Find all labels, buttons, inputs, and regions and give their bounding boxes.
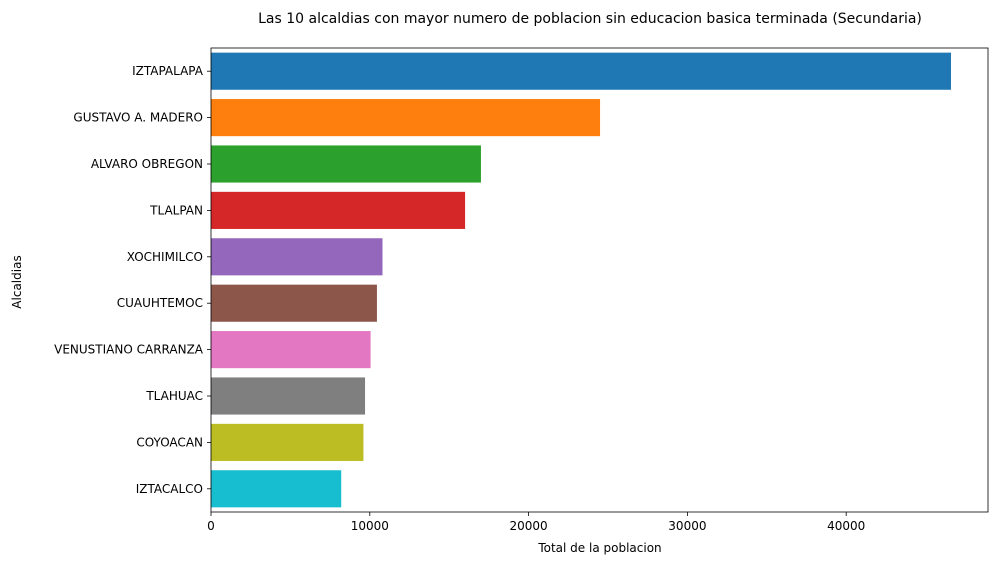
x-tick-label: 0 xyxy=(207,519,215,533)
bar-tlahuac xyxy=(211,377,366,415)
y-tick-label: TLALPAN xyxy=(149,203,203,217)
bar-gustavo-a-madero xyxy=(211,99,601,137)
y-tick-label: VENUSTIANO CARRANZA xyxy=(54,343,204,357)
y-tick-label: GUSTAVO A. MADERO xyxy=(73,111,203,125)
y-tick-label: COYOACAN xyxy=(136,435,203,449)
bar-xochimilco xyxy=(211,238,383,276)
bar-venustiano-carranza xyxy=(211,331,371,369)
chart-title: Las 10 alcaldias con mayor numero de pob… xyxy=(258,11,922,27)
x-axis-label: Total de la poblacion xyxy=(537,541,661,555)
y-axis-label: Alcaldias xyxy=(10,255,24,308)
bar-tlalpan xyxy=(211,191,466,229)
y-tick-label: XOCHIMILCO xyxy=(127,250,203,264)
bar-iztapalapa xyxy=(211,52,951,90)
bar-coyoacan xyxy=(211,423,364,461)
bar-iztacalco xyxy=(211,470,342,508)
bar-alvaro-obregon xyxy=(211,145,481,183)
x-tick-label: 20000 xyxy=(510,519,548,533)
x-tick-label: 40000 xyxy=(827,519,865,533)
x-axis-ticks: 0 10000 20000 30000 40000 xyxy=(207,512,865,533)
y-tick-label: IZTACALCO xyxy=(136,482,203,496)
plot-frame xyxy=(210,47,989,513)
y-tick-label: TLAHUAC xyxy=(145,389,203,403)
x-tick-label: 10000 xyxy=(351,519,389,533)
y-tick-label: ALVARO OBREGON xyxy=(91,157,203,171)
bars-group xyxy=(211,52,951,508)
y-tick-label: IZTAPALAPA xyxy=(132,64,204,78)
y-tick-label: CUAUHTEMOC xyxy=(117,296,203,310)
x-tick-label: 30000 xyxy=(668,519,706,533)
category-labels: IZTAPALAPA GUSTAVO A. MADERO ALVARO OBREGO… xyxy=(54,64,211,496)
bar-cuauhtemoc xyxy=(211,284,377,322)
